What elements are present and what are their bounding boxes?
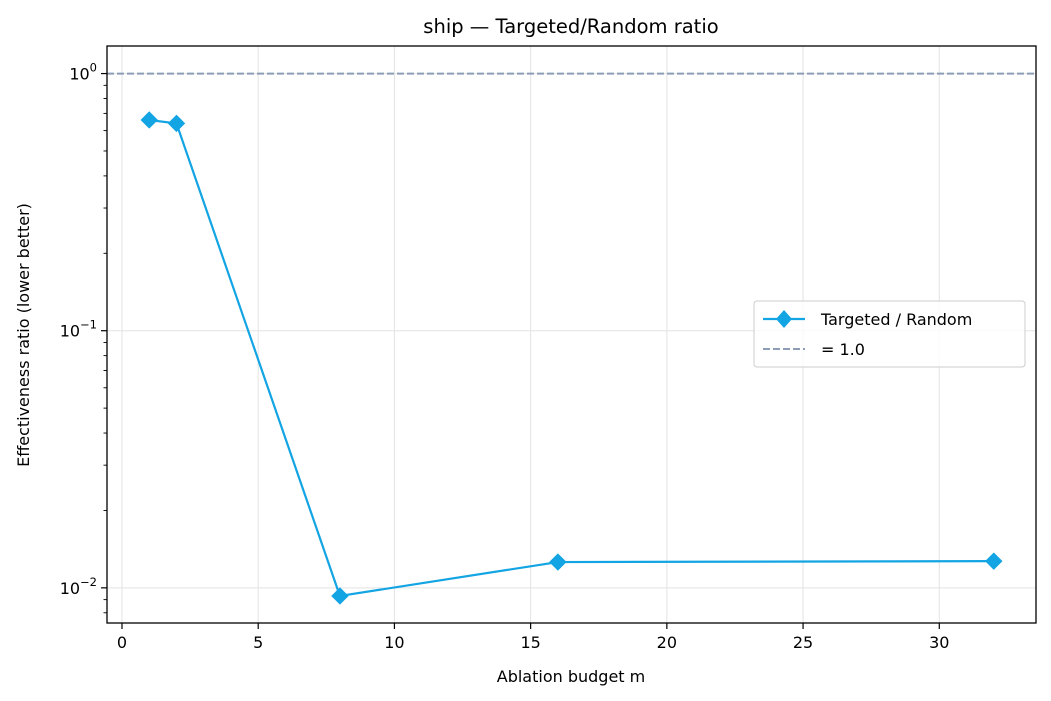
x-tick-label: 0 <box>117 633 127 652</box>
y-tick-label: 100 <box>69 61 97 84</box>
legend-box <box>753 300 1026 368</box>
data-point <box>140 111 158 129</box>
data-point <box>167 114 186 133</box>
y-tick-label: 10−2 <box>60 575 97 598</box>
data-point <box>549 553 567 571</box>
x-tick-label: 20 <box>657 633 677 652</box>
x-axis-label: Ablation budget m <box>497 667 645 686</box>
x-tick-label: 15 <box>520 633 540 652</box>
series-layer <box>140 111 1003 605</box>
plot-frame <box>106 45 1037 624</box>
data-point <box>985 552 1003 570</box>
x-axis-ticks: 0 5 10 15 20 25 30 <box>117 623 949 652</box>
legend-reference-label: = 1.0 <box>821 340 865 359</box>
y-axis-label: Effectiveness ratio (lower better) <box>14 203 33 467</box>
y-axis-ticks: 10−2 10−1 100 <box>60 61 107 614</box>
y-tick-label: 10−1 <box>60 318 97 341</box>
legend: Targeted / Random = 1.0 <box>753 300 1026 368</box>
x-tick-label: 30 <box>929 633 949 652</box>
legend-series-marker <box>776 310 792 328</box>
x-tick-label: 25 <box>793 633 813 652</box>
legend-series-label: Targeted / Random <box>820 310 972 329</box>
data-point <box>331 587 349 605</box>
x-tick-label: 10 <box>384 633 404 652</box>
chart-title: ship — Targeted/Random ratio <box>423 15 718 38</box>
x-tick-label: 5 <box>253 633 263 652</box>
